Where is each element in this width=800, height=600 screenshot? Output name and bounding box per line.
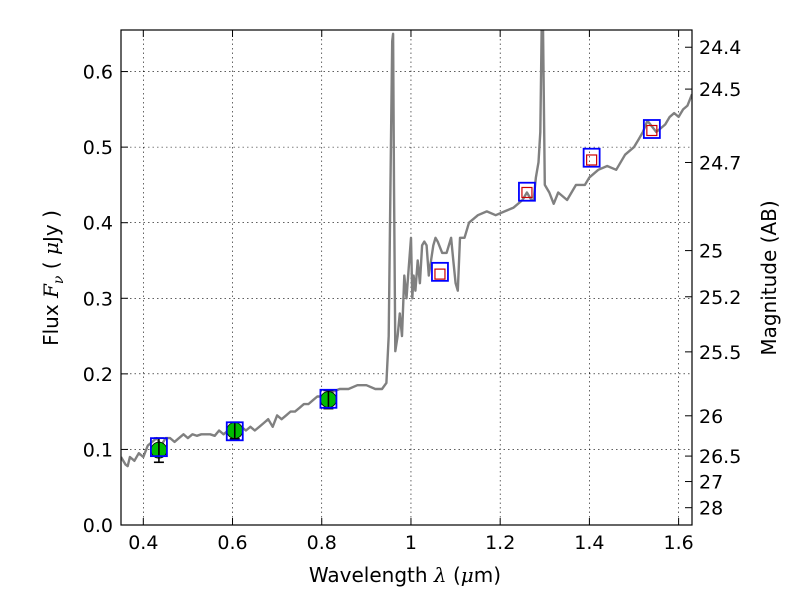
x-tick-label: 0.4 (128, 532, 158, 554)
y-tick-label: 0.3 (83, 288, 113, 310)
y2-tick-label: 25.5 (699, 342, 741, 364)
model-box-point (642, 119, 661, 139)
y-tick-label: 0.6 (83, 62, 113, 84)
nir-point (586, 154, 598, 166)
model-box-point (431, 261, 449, 282)
nir-point-series (434, 124, 658, 280)
y2-tick-label: 24.7 (699, 152, 741, 174)
spectrum-line (121, 30, 692, 468)
model-box-point (518, 181, 536, 202)
x-tick-label: 1 (405, 532, 417, 554)
y2-tick-label: 26 (699, 406, 723, 428)
model-box-point (225, 421, 244, 442)
model-box-point (319, 388, 338, 409)
model-box-series (150, 119, 661, 458)
y2-tick-label: 24.4 (699, 37, 741, 59)
plot-frame (120, 29, 693, 526)
y-tick-label: 0.2 (83, 364, 113, 386)
nir-point (434, 268, 446, 280)
y2-tick-label: 25 (699, 241, 723, 263)
y2-tick-label: 24.5 (699, 79, 741, 101)
model-box-point (582, 147, 601, 168)
y-axis-label: Flux Fν ( μJy ) (39, 210, 67, 346)
photometry-series (150, 389, 337, 464)
x-tick-label: 1.2 (485, 532, 515, 554)
y-tick-label: 0.0 (83, 515, 113, 537)
grid-lines (121, 30, 692, 526)
y2-tick-label: 27 (699, 472, 723, 494)
spectrum-series (121, 30, 692, 468)
x-tick-label: 1.6 (664, 532, 694, 554)
y2-tick-label: 26.5 (699, 446, 741, 468)
y-tick-label: 0.1 (83, 439, 113, 461)
x-tick-label: 1.4 (574, 532, 604, 554)
nir-point (521, 186, 533, 199)
y-tick-label: 0.5 (83, 137, 113, 159)
x-tick-label: 0.8 (307, 532, 337, 554)
axis-ticks: 0.4 0.6 0.8 1 1.2 1.4 1.6 0.0 0.1 0.2 0.3 0.4 0.5 0.6… (83, 30, 741, 554)
model-box-point (150, 437, 168, 458)
y-tick-label: 0.4 (83, 213, 113, 235)
x-tick-label: 0.6 (217, 532, 247, 554)
y2-tick-label: 25.2 (699, 287, 741, 309)
y2-tick-label: 28 (699, 498, 723, 520)
x-axis-label: Wavelength λ (μm) (309, 563, 501, 587)
nir-point (646, 124, 658, 137)
y2-axis-label: Magnitude (AB) (757, 200, 781, 355)
